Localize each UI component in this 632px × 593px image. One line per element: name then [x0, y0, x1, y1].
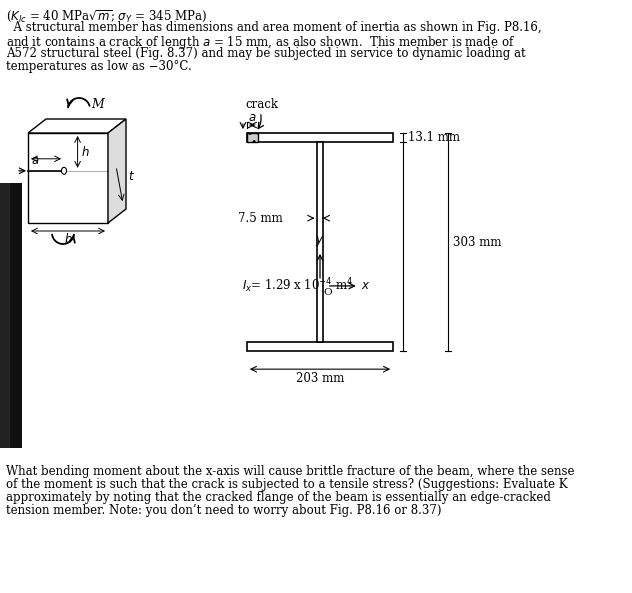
Text: of the moment is such that the crack is subjected to a tensile stress? (Suggesti: of the moment is such that the crack is … — [6, 478, 568, 491]
Text: and it contains a crack of length $a$ = 15 mm, as also shown.  This member is ma: and it contains a crack of length $a$ = … — [6, 34, 515, 51]
Polygon shape — [108, 119, 126, 223]
Text: $t$: $t$ — [128, 170, 135, 183]
Bar — [0, 183, 22, 448]
Text: $b$: $b$ — [64, 232, 73, 246]
Text: O: O — [324, 288, 332, 297]
Bar — [28, 133, 108, 223]
Text: crack: crack — [246, 98, 279, 111]
Text: $I_x$= 1.29 x 10$^{-4}$ m$^4$: $I_x$= 1.29 x 10$^{-4}$ m$^4$ — [242, 276, 353, 295]
Bar — [247, 342, 393, 351]
Text: $a$: $a$ — [31, 154, 39, 167]
Ellipse shape — [61, 167, 66, 174]
Text: approximately by noting that the cracked flange of the beam is essentially an ed: approximately by noting that the cracked… — [6, 491, 551, 504]
Text: A structural member has dimensions and area moment of inertia as shown in Fig. P: A structural member has dimensions and a… — [6, 21, 542, 34]
Text: M: M — [91, 98, 104, 111]
Text: tension member. Note: you don’t need to worry about Fig. P8.16 or 8.37): tension member. Note: you don’t need to … — [6, 504, 442, 517]
Text: 7.5 mm: 7.5 mm — [238, 212, 283, 225]
Bar — [0, 183, 10, 448]
Bar — [247, 133, 258, 142]
Text: temperatures as low as −30°C.: temperatures as low as −30°C. — [6, 60, 191, 73]
Bar — [317, 142, 323, 342]
Text: ($K_{lc}$ = 40 MPa$\sqrt{m}$; $\sigma_Y$ = 345 MPa): ($K_{lc}$ = 40 MPa$\sqrt{m}$; $\sigma_Y$… — [6, 8, 207, 24]
Text: A572 structural steel (Fig. 8.37) and may be subjected in service to dynamic loa: A572 structural steel (Fig. 8.37) and ma… — [6, 47, 526, 60]
Text: What bending moment about the x-axis will cause brittle fracture of the beam, wh: What bending moment about the x-axis wil… — [6, 465, 574, 478]
Text: 13.1 mm: 13.1 mm — [408, 131, 460, 144]
Polygon shape — [28, 119, 126, 133]
Text: 303 mm: 303 mm — [453, 235, 502, 248]
Bar — [247, 133, 393, 142]
Text: $x$: $x$ — [361, 279, 370, 292]
Text: $h$: $h$ — [81, 145, 89, 159]
Text: $y$: $y$ — [315, 234, 325, 248]
Text: $a$: $a$ — [248, 111, 257, 124]
Text: 203 mm: 203 mm — [296, 372, 344, 385]
